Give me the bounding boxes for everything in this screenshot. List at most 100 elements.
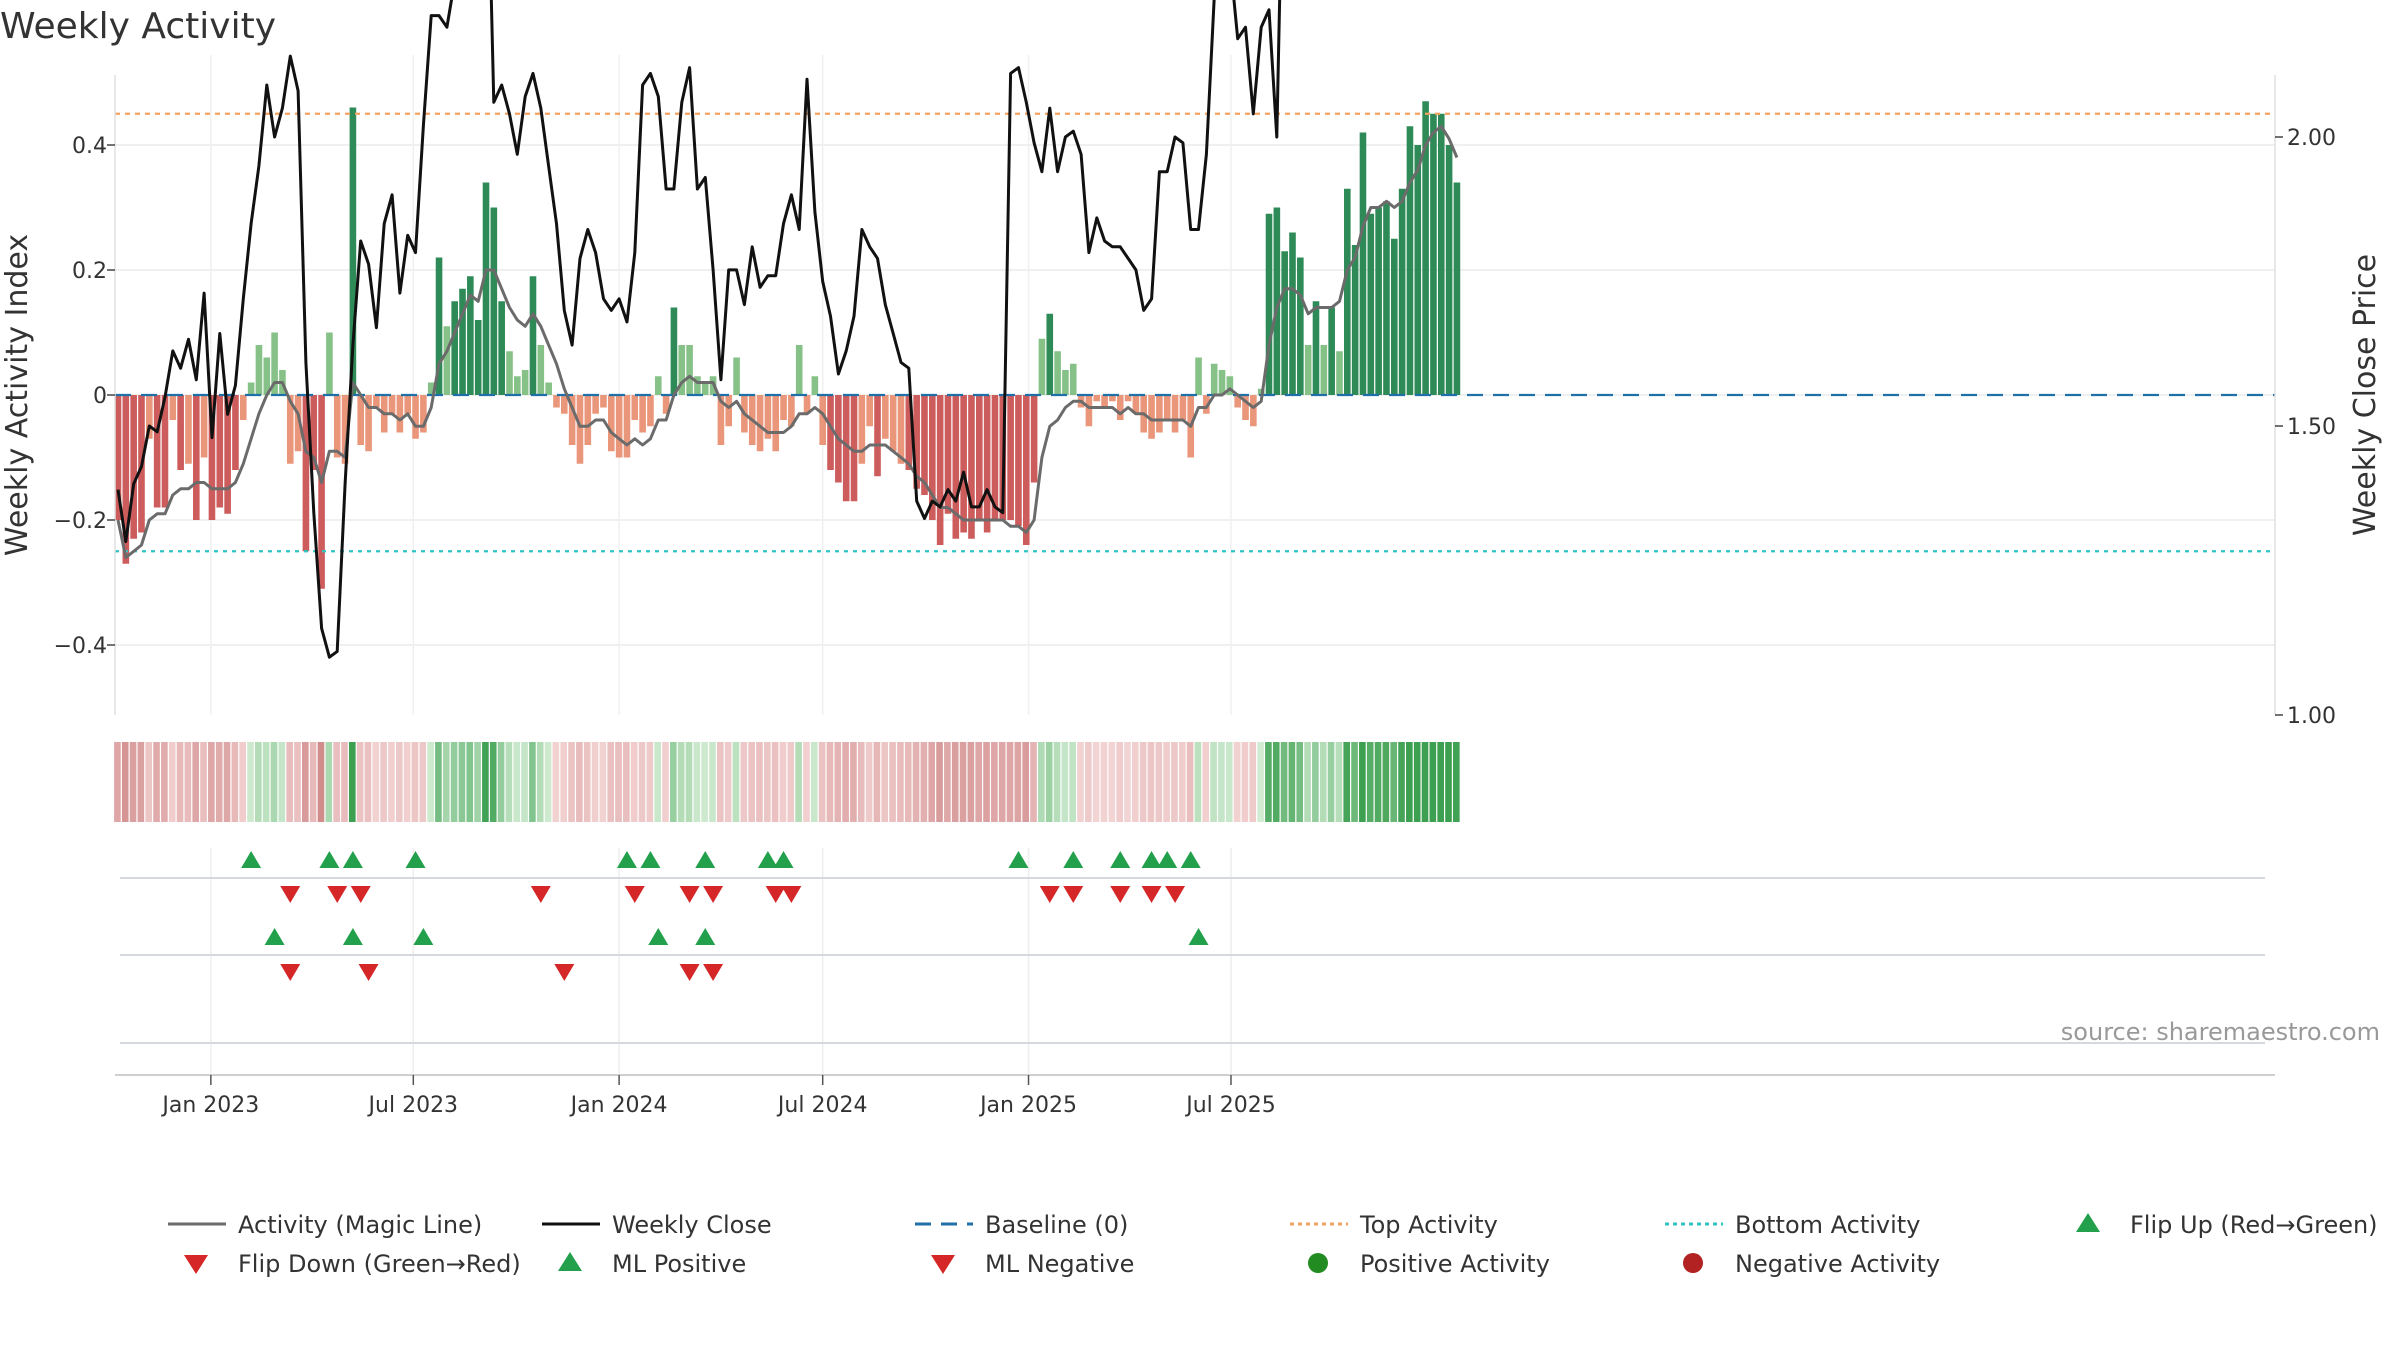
flip-down-marker-11 — [1110, 886, 1131, 903]
activity-bar-18 — [255, 345, 263, 395]
strip-cell-123 — [1077, 742, 1084, 822]
activity-bar-163 — [1390, 238, 1398, 395]
strip-cell-99 — [889, 742, 896, 822]
activity-bar-85 — [780, 395, 787, 420]
activity-bar-84 — [772, 395, 780, 452]
strip-cell-53 — [529, 742, 536, 822]
flip-down-marker-13 — [1165, 886, 1186, 903]
strip-cell-141 — [1218, 742, 1225, 822]
activity-bar-82 — [756, 395, 764, 452]
strip-cell-111 — [983, 742, 990, 822]
flip-up-marker-5 — [640, 851, 661, 868]
strip-cell-132 — [1147, 742, 1155, 822]
strip-cell-69 — [654, 742, 661, 822]
strip-cell-129 — [1124, 742, 1131, 822]
flip-up-marker-2 — [342, 851, 363, 868]
ml-positive-marker-5 — [1188, 928, 1209, 945]
activity-bar-72 — [678, 345, 686, 395]
flip-down-marker-5 — [679, 886, 700, 903]
legend-label-6: Flip Down (Green→Red) — [238, 1250, 521, 1278]
activity-bar-140 — [1210, 363, 1218, 395]
strip-cell-11 — [200, 742, 207, 822]
activity-bar-58 — [568, 395, 576, 445]
activity-bar-105 — [936, 395, 944, 545]
activity-bar-16 — [239, 395, 247, 420]
strip-cell-121 — [1061, 742, 1069, 822]
strip-cell-87 — [795, 742, 802, 822]
strip-cell-164 — [1398, 742, 1405, 822]
activity-bar-169 — [1437, 113, 1445, 395]
strip-cell-108 — [959, 742, 967, 822]
activity-bar-100 — [897, 395, 905, 464]
strip-cell-8 — [176, 742, 184, 822]
strip-cell-154 — [1319, 742, 1327, 822]
strip-cell-35 — [388, 742, 395, 822]
flip-down-marker-4 — [624, 886, 645, 903]
strip-cell-159 — [1359, 742, 1366, 822]
legend-label-8: ML Negative — [985, 1250, 1134, 1278]
source-note: source: sharemaestro.com — [2061, 1018, 2380, 1046]
activity-bar-88 — [803, 395, 811, 414]
activity-bar-0 — [114, 395, 122, 520]
activity-bar-155 — [1328, 307, 1335, 395]
strip-cell-68 — [646, 742, 654, 822]
x-tick-2: Jan 2024 — [569, 1093, 668, 1118]
strip-cell-81 — [748, 742, 755, 822]
activity-bar-59 — [576, 395, 584, 464]
activity-bar-68 — [647, 395, 654, 427]
activity-bar-74 — [694, 376, 701, 395]
strip-cell-65 — [623, 742, 630, 822]
activity-bar-170 — [1445, 145, 1453, 395]
activity-bar-144 — [1242, 395, 1249, 420]
strip-cell-31 — [356, 742, 364, 822]
activity-bar-107 — [952, 395, 960, 539]
strip-cell-67 — [638, 742, 646, 822]
strip-cell-131 — [1139, 742, 1147, 822]
flip-up-marker-14 — [1180, 851, 1201, 868]
strip-cell-118 — [1038, 742, 1045, 822]
strip-cell-150 — [1288, 742, 1296, 822]
strip-cell-153 — [1312, 742, 1319, 822]
legend-label-0: Activity (Magic Line) — [238, 1211, 482, 1239]
strip-cell-18 — [255, 742, 262, 822]
strip-cell-134 — [1163, 742, 1170, 822]
activity-bar-99 — [889, 395, 897, 452]
activity-bar-69 — [654, 376, 662, 395]
strip-cell-12 — [208, 742, 215, 822]
flip-down-marker-1 — [327, 886, 348, 903]
legend-label-4: Bottom Activity — [1735, 1211, 1920, 1239]
series-lines — [116, 0, 1459, 659]
strip-cell-143 — [1233, 742, 1241, 822]
strip-cell-91 — [826, 742, 834, 822]
activity-bar-49 — [498, 301, 505, 395]
activity-bar-114 — [1007, 395, 1014, 520]
strip-cell-84 — [771, 742, 779, 822]
strip-cell-55 — [544, 742, 552, 822]
strip-cell-36 — [395, 742, 403, 822]
activity-bar-40 — [427, 382, 435, 395]
activity-bar-27 — [326, 332, 333, 395]
ml-positive-marker-3 — [648, 928, 669, 945]
flip-up-marker-13 — [1157, 851, 1178, 868]
activity-bar-22 — [286, 395, 294, 464]
activity-bar-55 — [545, 382, 552, 395]
y-tick-right-2: 2.00 — [2287, 126, 2336, 151]
activity-bar-152 — [1304, 345, 1312, 395]
strip-cell-0 — [114, 742, 121, 822]
strip-cell-51 — [513, 742, 521, 822]
event-markers — [120, 848, 2265, 1075]
strip-cell-64 — [615, 742, 622, 822]
strip-cell-60 — [583, 742, 591, 822]
activity-bar-63 — [607, 395, 615, 452]
activity-bar-61 — [592, 395, 599, 414]
activity-bar-89 — [811, 376, 819, 395]
y-tick-left-2: 0 — [93, 384, 107, 409]
strip-cell-7 — [168, 742, 176, 822]
flip-up-marker-4 — [616, 851, 637, 868]
flip-up-marker-10 — [1063, 851, 1084, 868]
strip-cell-151 — [1296, 742, 1304, 822]
strip-cell-149 — [1280, 742, 1288, 822]
strip-cell-57 — [560, 742, 568, 822]
activity-bar-33 — [373, 395, 380, 408]
flip-up-marker-6 — [695, 851, 716, 868]
